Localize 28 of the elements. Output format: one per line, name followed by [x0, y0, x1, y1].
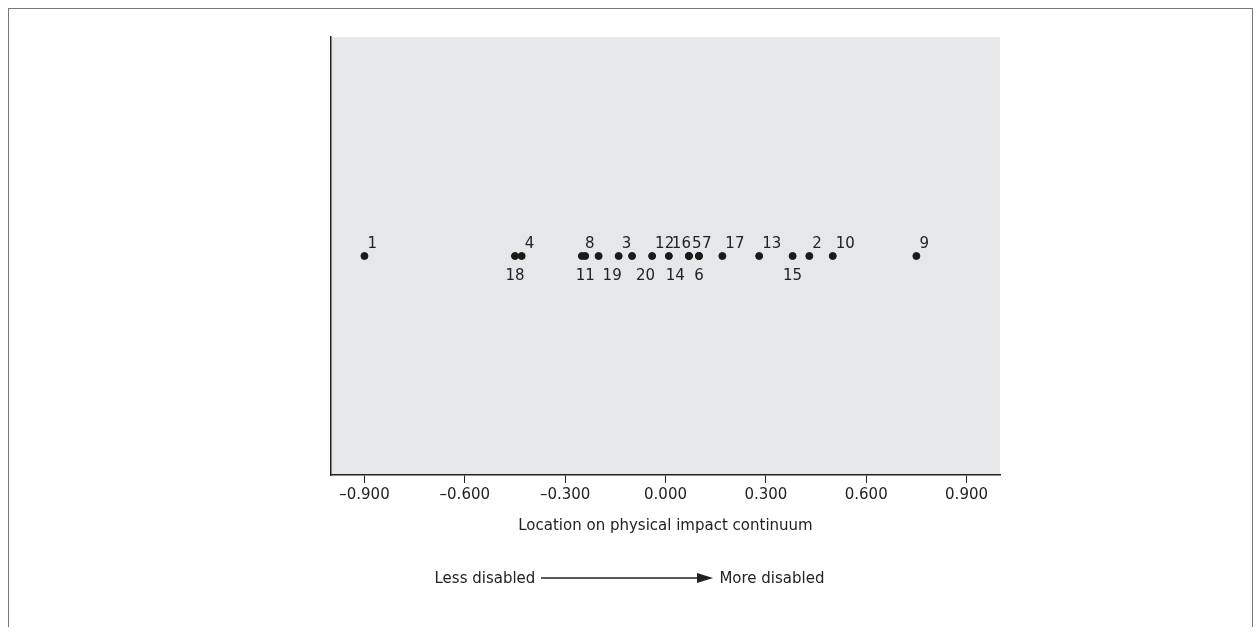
series-label: 6: [694, 266, 704, 284]
series-label: 5: [691, 234, 702, 252]
series-label: 15: [783, 266, 803, 284]
series-label: 18: [505, 266, 525, 284]
series-label: 2: [812, 234, 822, 252]
series-label: 19: [602, 266, 622, 284]
series-label: 7: [701, 234, 712, 252]
series-label: 1: [367, 234, 377, 252]
series-label: 4: [524, 234, 535, 252]
x-tick-label: –0.900: [339, 484, 390, 503]
series-label: 20: [636, 266, 656, 284]
series-label: 13: [762, 234, 782, 252]
series-label: 8: [584, 234, 595, 252]
series-label: 9: [919, 234, 929, 252]
x-tick-label: 0.600: [844, 484, 888, 503]
series-label: 3: [621, 234, 632, 252]
x-tick-label: –0.300: [539, 484, 591, 503]
x-tick-label: 0.000: [644, 484, 687, 503]
series-label: 11: [575, 266, 595, 284]
text: More disabled: [719, 569, 825, 587]
x-tick-label: –0.600: [439, 484, 491, 503]
x-tick-label: 0.300: [744, 484, 788, 503]
series-label: 10: [835, 234, 855, 252]
x-axis-title: Location on physical impact continuum: [518, 515, 813, 534]
x-tick-label: 0.900: [945, 484, 989, 503]
series-label: 17: [725, 234, 745, 252]
series-label: 14: [665, 266, 685, 284]
text: Less disabled: [434, 569, 536, 587]
